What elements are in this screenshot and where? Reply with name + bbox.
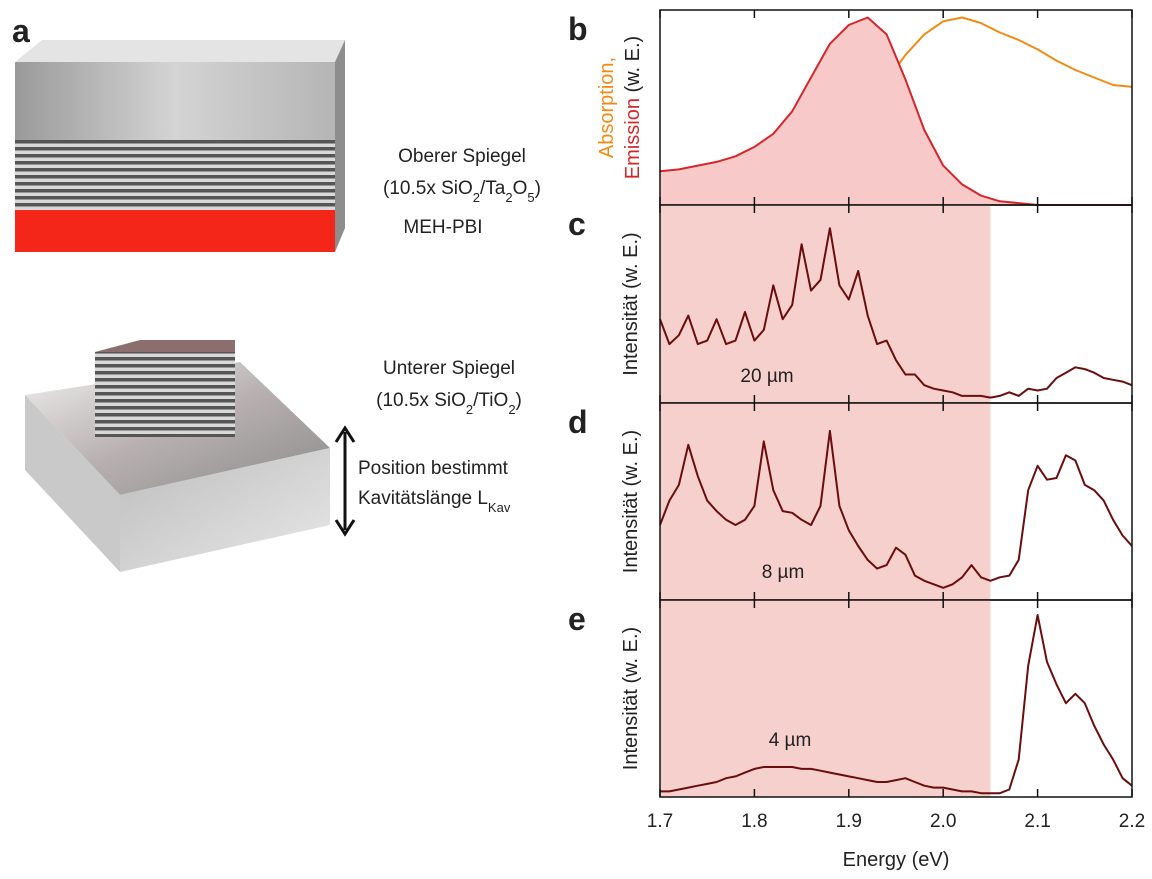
- text-part: (10.5x SiO: [376, 390, 466, 411]
- y-axis-label: Intensität (w. E.): [620, 430, 642, 573]
- text-part: /TiO: [473, 390, 508, 411]
- lower-mirror-illustration: [25, 340, 356, 572]
- x-tick-label: 2.2: [1119, 811, 1145, 832]
- x-tick-label: 2.1: [1024, 811, 1050, 832]
- text-part: ): [516, 390, 522, 411]
- y-axis-label: Intensität (w. E.): [620, 232, 642, 375]
- diagram-formula: (10.5x SiO2/TiO2): [376, 390, 522, 417]
- text-part: ): [535, 178, 541, 199]
- text-part: O: [513, 178, 528, 199]
- panel-label: e: [568, 601, 586, 637]
- annotation: 4 µm: [769, 730, 812, 751]
- text-part: /Ta: [480, 178, 506, 199]
- panel-label: d: [568, 404, 588, 440]
- series-line: [659, 227, 1133, 399]
- text-part: (10.5x SiO: [383, 178, 473, 199]
- series-line: [659, 429, 1133, 589]
- x-tick-label: 1.9: [836, 811, 862, 832]
- annotation: 8 µm: [762, 562, 805, 583]
- legend-entry: Emission: [622, 98, 644, 179]
- y-axis-label: Emission (w. E.): [622, 36, 644, 179]
- upper-mirror-illustration: [15, 40, 345, 252]
- x-tick-label: 1.7: [647, 811, 673, 832]
- text-part: 2: [508, 402, 515, 417]
- area-fill: [660, 17, 1132, 205]
- diagram-label: Oberer Spiegel: [398, 146, 526, 167]
- diagram-label: MEH-PBI: [403, 217, 482, 238]
- y-axis-label: Absorption,: [596, 57, 618, 158]
- text-part: 2: [466, 402, 473, 417]
- y-axis-unit: (w. E.): [622, 36, 644, 93]
- highlight-span: [660, 403, 991, 600]
- panel-label: a: [12, 13, 30, 49]
- legend-entry: Absorption,: [596, 57, 618, 158]
- panel-label: c: [568, 206, 586, 242]
- highlight-span: [660, 205, 991, 403]
- text-part: 5: [527, 190, 534, 205]
- panel-label: b: [568, 11, 588, 47]
- annotation: 20 µm: [740, 366, 793, 387]
- text-part: 2: [505, 190, 512, 205]
- text-part: Kav: [488, 500, 511, 515]
- diagram-formula: (10.5x SiO2/Ta2O5): [383, 178, 541, 205]
- highlight-span: [660, 600, 991, 797]
- diagram-label: Kavitätslänge LKav: [358, 488, 511, 515]
- diagram-label: Position bestimmt: [358, 458, 509, 479]
- x-tick-label: 2.0: [930, 811, 956, 832]
- x-axis-label: Energy (eV): [843, 849, 950, 871]
- text-part: 2: [473, 190, 480, 205]
- diagram-label: Unterer Spiegel: [383, 358, 515, 379]
- y-axis-label: Intensität (w. E.): [620, 627, 642, 770]
- series-line: [660, 614, 1133, 795]
- x-tick-label: 1.8: [741, 811, 767, 832]
- plot-frame: [659, 599, 1133, 798]
- text-part: Kavitätslänge L: [358, 488, 488, 509]
